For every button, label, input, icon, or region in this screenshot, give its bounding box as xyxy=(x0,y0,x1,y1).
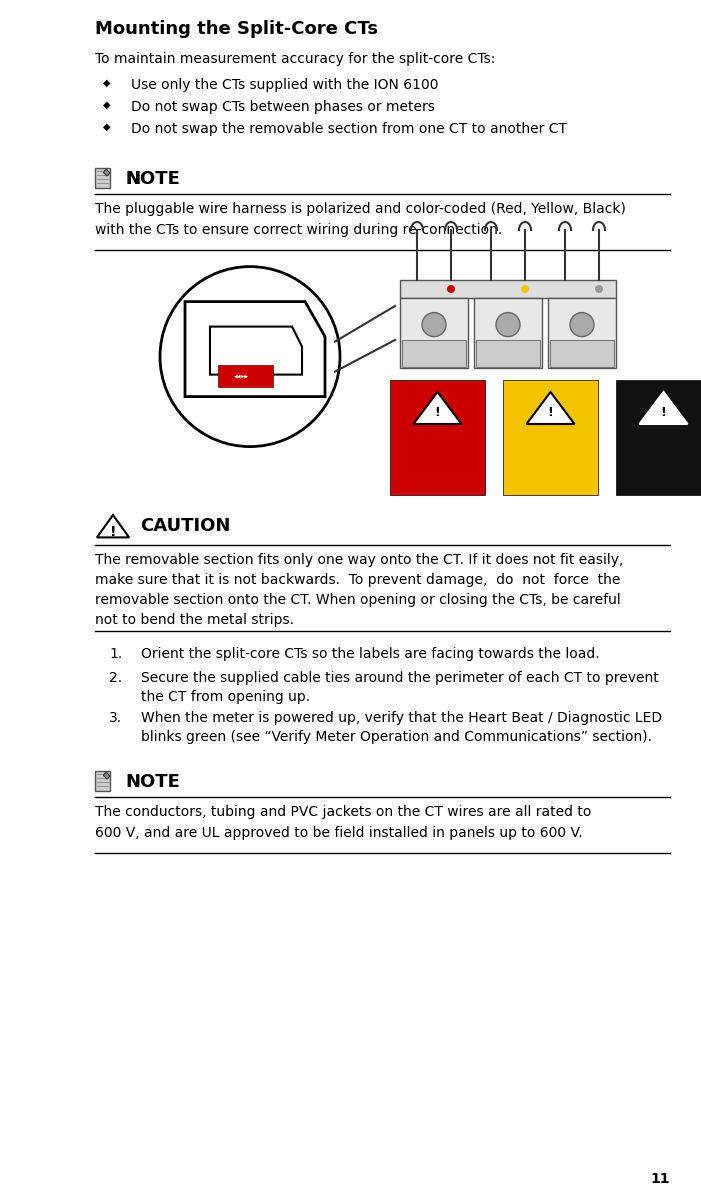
Polygon shape xyxy=(210,326,302,374)
Circle shape xyxy=(570,312,594,336)
Circle shape xyxy=(496,312,520,336)
FancyBboxPatch shape xyxy=(218,365,273,386)
Text: NOTE: NOTE xyxy=(125,773,180,791)
Text: !: ! xyxy=(435,407,440,420)
Polygon shape xyxy=(97,515,129,538)
Text: ◆: ◆ xyxy=(103,100,111,110)
Text: ◆: ◆ xyxy=(103,78,111,88)
Text: 3.: 3. xyxy=(109,710,122,725)
Text: Orient the split-core CTs so the labels are facing towards the load.: Orient the split-core CTs so the labels … xyxy=(141,647,599,661)
Text: The conductors, tubing and PVC jackets on the CT wires are all rated to
600 V, a: The conductors, tubing and PVC jackets o… xyxy=(95,805,592,840)
Polygon shape xyxy=(185,301,325,396)
Polygon shape xyxy=(526,392,575,424)
Polygon shape xyxy=(104,772,110,779)
FancyBboxPatch shape xyxy=(402,340,466,367)
Text: 1.: 1. xyxy=(109,647,122,661)
Text: N: N xyxy=(125,170,140,188)
Polygon shape xyxy=(639,392,688,424)
FancyBboxPatch shape xyxy=(95,168,110,188)
Text: ◆: ◆ xyxy=(103,122,111,132)
Text: ◀◀▶▶: ◀◀▶▶ xyxy=(233,373,248,378)
Text: Mounting the Split-Core CTs: Mounting the Split-Core CTs xyxy=(95,20,378,38)
Text: To maintain measurement accuracy for the split-core CTs:: To maintain measurement accuracy for the… xyxy=(95,52,496,66)
Circle shape xyxy=(521,284,529,293)
Circle shape xyxy=(160,266,340,446)
Text: !: ! xyxy=(110,524,116,539)
Text: !: ! xyxy=(660,407,667,420)
FancyBboxPatch shape xyxy=(95,770,110,791)
FancyBboxPatch shape xyxy=(400,280,616,298)
Circle shape xyxy=(595,284,603,293)
Text: INSTALL CT
ON THE
CONDUCTOR
WIRED TO
THE BLACK
VOLTAGE
WIRE: INSTALL CT ON THE CONDUCTOR WIRED TO THE… xyxy=(639,442,688,496)
FancyBboxPatch shape xyxy=(400,298,468,368)
Text: 11: 11 xyxy=(651,1172,670,1186)
FancyBboxPatch shape xyxy=(390,380,485,494)
Text: CAUTION: CAUTION xyxy=(140,517,231,535)
Text: !: ! xyxy=(547,407,553,420)
Text: INSTALL CT
ON THE
CONDUCTOR
WIRED TO
THE RED
VOLTAGE
WIRE: INSTALL CT ON THE CONDUCTOR WIRED TO THE… xyxy=(413,442,463,496)
Text: The removable section fits only one way onto the CT. If it does not fit easily,
: The removable section fits only one way … xyxy=(95,553,623,628)
FancyBboxPatch shape xyxy=(476,340,540,367)
FancyBboxPatch shape xyxy=(474,298,542,368)
Text: INSTALL CT
ON THE
CONDUCTOR
WIRED TO
THE YELLOW
VOLTAGE
WIRE: INSTALL CT ON THE CONDUCTOR WIRED TO THE… xyxy=(526,442,576,496)
FancyBboxPatch shape xyxy=(616,380,701,494)
FancyBboxPatch shape xyxy=(548,298,616,368)
Text: NOTE: NOTE xyxy=(125,170,180,188)
FancyBboxPatch shape xyxy=(503,380,598,494)
Text: Use only the CTs supplied with the ION 6100: Use only the CTs supplied with the ION 6… xyxy=(131,78,439,92)
Text: When the meter is powered up, verify that the Heart Beat / Diagnostic LED
blinks: When the meter is powered up, verify tha… xyxy=(141,710,662,744)
Text: The pluggable wire harness is polarized and color-coded (Red, Yellow, Black)
wit: The pluggable wire harness is polarized … xyxy=(95,202,626,236)
Polygon shape xyxy=(414,392,461,424)
Text: 2.: 2. xyxy=(109,671,122,685)
Text: Secure the supplied cable ties around the perimeter of each CT to prevent
the CT: Secure the supplied cable ties around th… xyxy=(141,671,659,704)
FancyBboxPatch shape xyxy=(550,340,614,367)
Circle shape xyxy=(447,284,455,293)
Text: Do not swap the removable section from one CT to another CT: Do not swap the removable section from o… xyxy=(131,122,567,136)
Circle shape xyxy=(422,312,446,336)
Polygon shape xyxy=(104,169,110,176)
Text: Do not swap CTs between phases or meters: Do not swap CTs between phases or meters xyxy=(131,100,435,114)
